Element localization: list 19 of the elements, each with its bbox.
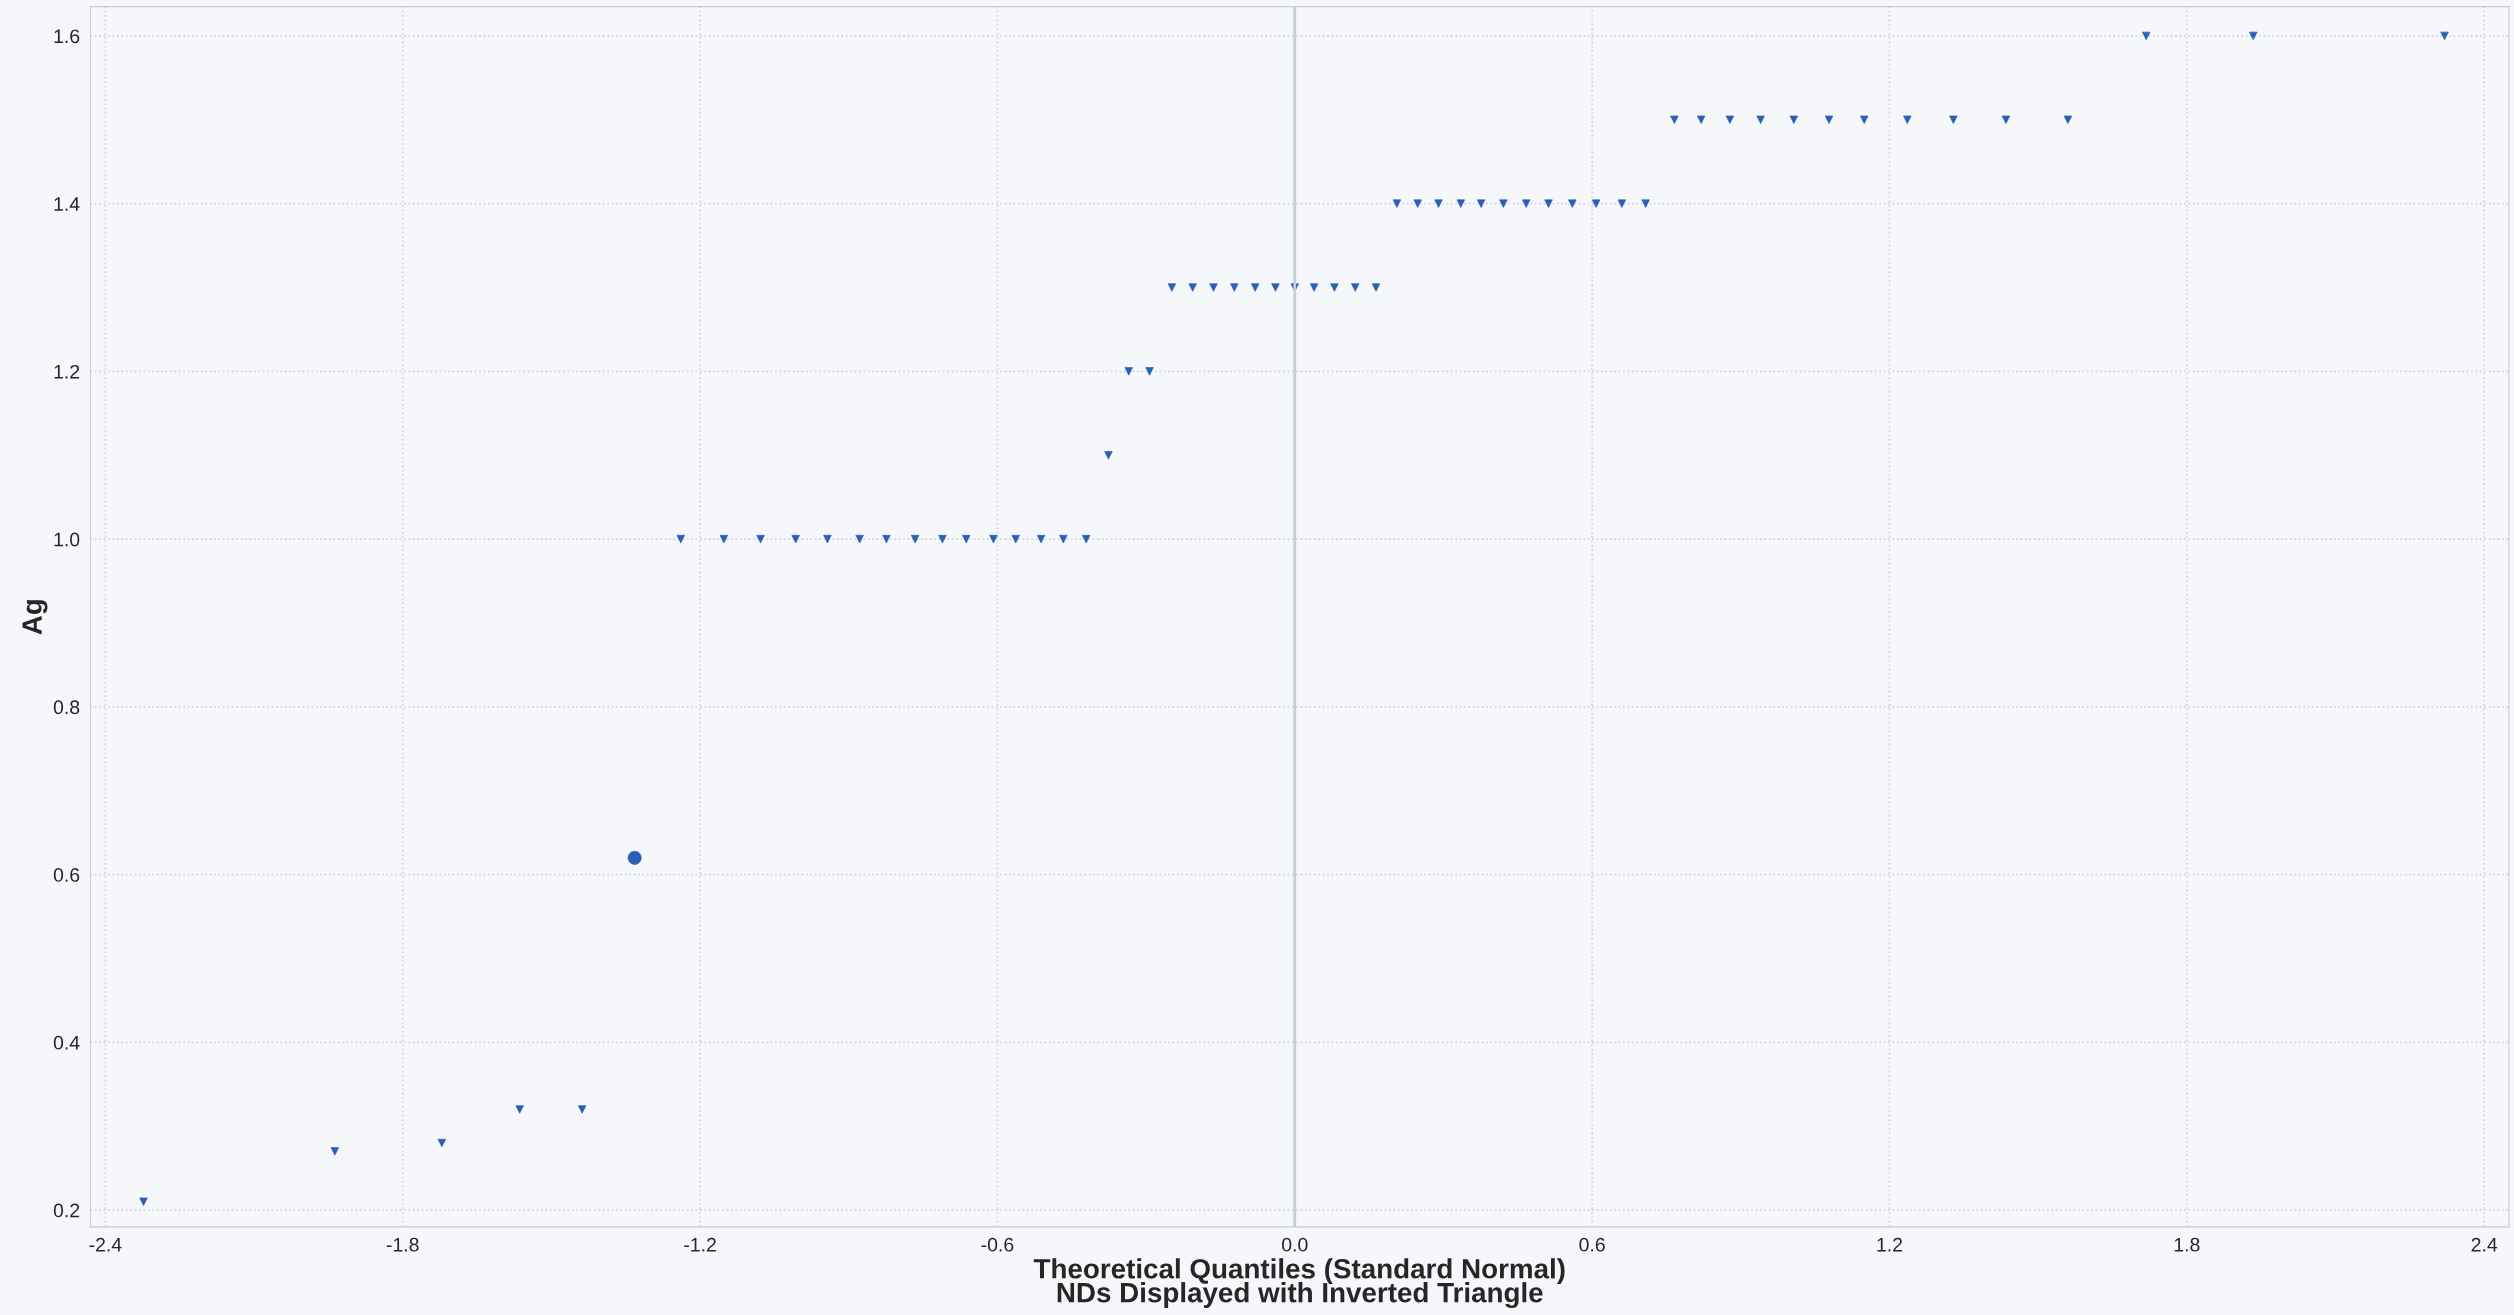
x-tick-label: -2.4 — [89, 1237, 122, 1252]
x-tick-label: 0.0 — [1282, 1237, 1308, 1252]
x-tick-label: -1.8 — [386, 1237, 419, 1252]
x-tick-label: -0.6 — [981, 1237, 1014, 1252]
y-tick-label: 1.0 — [54, 532, 80, 547]
y-axis-title: Ag — [22, 600, 48, 635]
y-tick-label: 0.6 — [53, 868, 80, 882]
x-tick-label: -1.2 — [684, 1237, 716, 1252]
x-axis-title: Theoretical Quantiles (Standard Normal) NDs Displayed with Inverted Triangle — [1033, 1258, 1565, 1309]
x-tick-label: 1.2 — [1877, 1237, 1903, 1252]
y-tick-label: 0.8 — [53, 700, 80, 715]
x-tick-label: 2.4 — [2471, 1237, 2498, 1252]
x-tick-label: 0.6 — [1579, 1237, 1605, 1252]
y-tick-label: 0.4 — [53, 1035, 80, 1050]
y-tick-label: 1.4 — [54, 197, 80, 211]
y-tick-label: 0.2 — [53, 1203, 80, 1218]
y-tick-label: 1.6 — [54, 29, 80, 44]
y-tick-label: 1.2 — [54, 364, 80, 379]
x-tick-label: 1.8 — [2174, 1237, 2200, 1252]
